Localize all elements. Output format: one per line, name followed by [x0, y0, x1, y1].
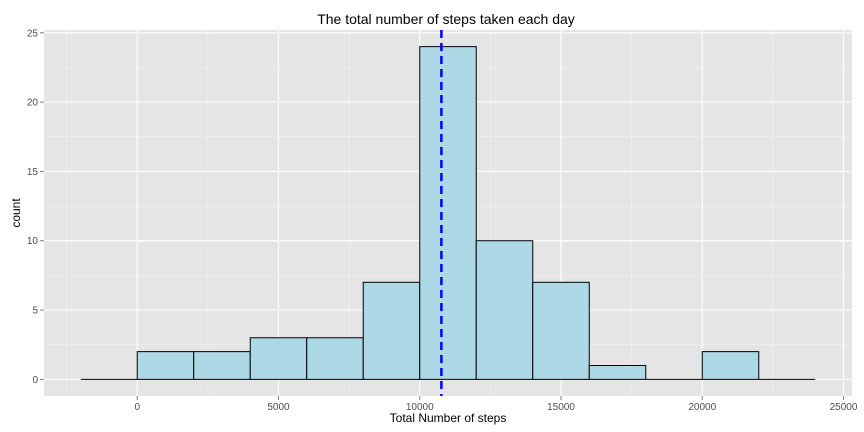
histogram-bar	[193, 351, 251, 380]
histogram-bar	[532, 281, 590, 380]
y-axis-ticks: 0 5 10 15 20 25	[27, 28, 44, 386]
x-tick-label: 20000	[688, 402, 716, 413]
x-axis-ticks: 0 5000 10000 15000 20000 25000	[134, 396, 858, 413]
y-tick-label: 10	[27, 236, 39, 247]
y-tick-label: 15	[27, 167, 39, 178]
histogram-bar	[475, 240, 534, 380]
y-tick-label: 0	[32, 375, 38, 386]
x-axis-title: Total Number of steps	[390, 411, 507, 425]
histogram-bar	[588, 365, 647, 380]
x-tick-label: 0	[134, 402, 140, 413]
histogram-bar	[701, 351, 760, 380]
histogram-bar	[419, 46, 477, 380]
x-tick-label: 15000	[547, 402, 575, 413]
histogram-bar	[249, 337, 308, 380]
x-tick-label: 5000	[267, 402, 290, 413]
chart-title: The total number of steps taken each day	[317, 11, 575, 27]
histogram-bar	[362, 281, 421, 380]
y-tick-label: 5	[32, 306, 38, 317]
histogram-bar	[306, 337, 364, 380]
x-tick-label: 25000	[830, 402, 858, 413]
y-axis-title: count	[9, 198, 23, 228]
x-tick-label: 10000	[406, 402, 434, 413]
y-tick-label: 25	[27, 28, 39, 39]
histogram-bars	[80, 46, 816, 380]
y-tick-label: 20	[27, 98, 39, 109]
histogram-bar	[136, 351, 195, 380]
